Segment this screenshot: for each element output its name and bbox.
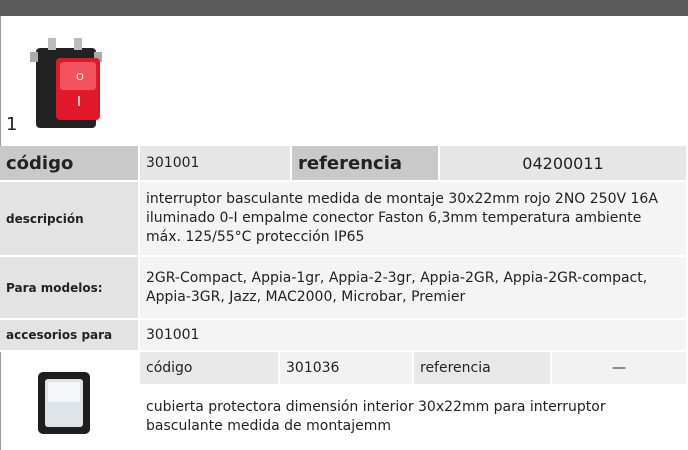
frame-line	[0, 352, 1, 450]
code-label: código	[0, 146, 140, 182]
description-value: interruptor basculante medida de montaje…	[140, 182, 688, 257]
top-bar	[0, 0, 688, 16]
models-label: Para modelos:	[0, 257, 140, 320]
acc-description: cubierta protectora dimensión interior 3…	[140, 386, 688, 450]
cover-image	[38, 372, 90, 434]
description-label: descripción	[0, 182, 140, 257]
reference-value: 04200011	[440, 146, 688, 182]
acc-code-label: código	[140, 352, 280, 386]
accessories-label: accesorios para	[0, 320, 140, 352]
item-number: 1	[6, 114, 18, 135]
svg-text:O: O	[76, 72, 84, 83]
switch-image: O	[30, 38, 102, 128]
reference-label: referencia	[292, 146, 440, 182]
acc-reference-label: referencia	[414, 352, 552, 386]
models-value: 2GR-Compact, Appia-1gr, Appia-2-3gr, App…	[140, 257, 688, 320]
acc-code-value: 301036	[280, 352, 414, 386]
acc-reference-value: —	[552, 352, 688, 386]
accessories-value: 301001	[140, 320, 688, 352]
frame-line	[0, 16, 1, 146]
code-value: 301001	[140, 146, 292, 182]
